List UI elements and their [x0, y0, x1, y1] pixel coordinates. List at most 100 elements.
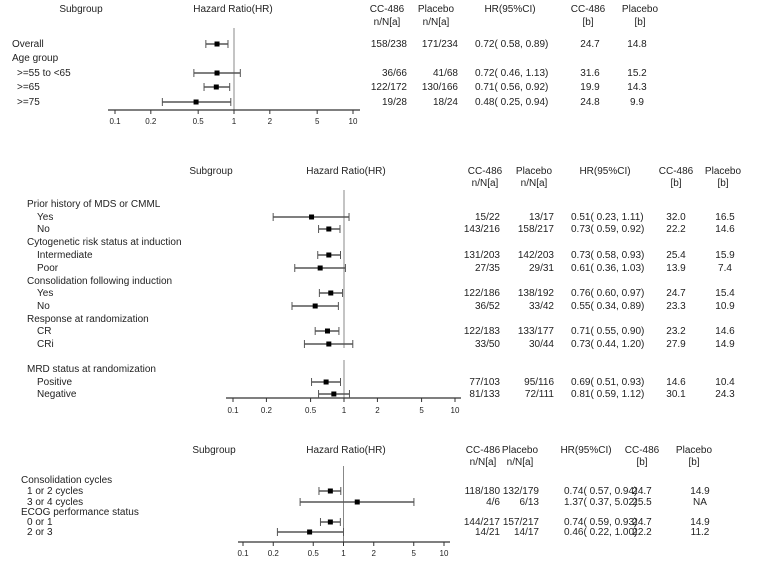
hr-ci-value: 0.61( 0.36, 1.03) [571, 263, 644, 274]
header-cc486-b: [b] [636, 457, 647, 468]
placebo-n-over-N: 41/68 [433, 68, 458, 79]
placebo-n-over-N: 72/111 [525, 389, 555, 400]
header-cc486-b: [b] [670, 178, 681, 189]
header-placebo-nN: n/N[a] [521, 178, 548, 189]
hr-point [193, 99, 199, 105]
hr-point [326, 341, 332, 347]
cc486-median-value: 22.2 [666, 224, 686, 235]
x-tick-label: 0.5 [305, 406, 317, 415]
hr-ci-value: 0.55( 0.34, 0.89) [571, 301, 644, 312]
cc486-n-over-N: 33/50 [475, 339, 500, 350]
cc486-n-over-N: 122/172 [371, 82, 408, 93]
cc486-median-value: 13.9 [666, 263, 686, 274]
placebo-median-value: 14.6 [715, 326, 735, 337]
subgroup-label: >=65 [17, 82, 40, 93]
x-tick-label: 1 [342, 406, 347, 415]
cc486-n-over-N: 36/52 [475, 301, 500, 312]
header-hazard-ratio: Hazard Ratio(HR) [193, 4, 272, 15]
x-tick-label: 0.1 [109, 117, 121, 126]
placebo-median-value: 14.8 [627, 39, 647, 50]
x-tick-label: 5 [412, 549, 417, 558]
cc486-median-value: 25.4 [666, 250, 686, 261]
placebo-median-value: 15.9 [715, 250, 735, 261]
header-subgroup: Subgroup [59, 4, 103, 15]
cc486-median-value: 27.9 [666, 339, 686, 350]
cc486-n-over-N: 118/180 [465, 486, 501, 497]
placebo-n-over-N: 13/17 [529, 212, 554, 223]
x-tick-label: 0.2 [268, 549, 280, 558]
subgroup-label: Yes [37, 212, 53, 223]
header-placebo: Placebo [418, 4, 455, 15]
cc486-n-over-N: 122/186 [464, 288, 501, 299]
subgroup-label: 3 or 4 cycles [27, 497, 83, 508]
cc486-median-value: 22.2 [632, 527, 652, 538]
hr-point [326, 252, 332, 258]
header-cc486-b: [b] [582, 17, 593, 28]
hr-point [317, 265, 323, 271]
placebo-n-over-N: 133/177 [518, 326, 555, 337]
subgroup-label: 0 or 1 [27, 517, 53, 528]
hr-point [331, 391, 337, 397]
placebo-median-value: 14.9 [690, 517, 710, 528]
header-placebo-median: Placebo [622, 4, 659, 15]
header-placebo-nN: n/N[a] [423, 17, 450, 28]
placebo-n-over-N: 132/179 [503, 486, 540, 497]
header-cc486-nN: n/N[a] [472, 178, 499, 189]
header-hazard-ratio: Hazard Ratio(HR) [306, 166, 385, 177]
header-placebo-b: [b] [717, 178, 728, 189]
header-placebo-median: Placebo [705, 166, 742, 177]
x-tick-label: 0.1 [227, 406, 239, 415]
hr-ci-value: 0.73( 0.58, 0.93) [571, 250, 644, 261]
x-tick-label: 2 [372, 549, 377, 558]
cc486-n-over-N: 19/28 [382, 97, 407, 108]
cc486-median-value: 24.7 [580, 39, 600, 50]
subgroup-category-label: Consolidation cycles [21, 475, 112, 486]
header-subgroup: Subgroup [192, 445, 236, 456]
cc486-median-value: 30.1 [666, 389, 686, 400]
cc486-n-over-N: 131/203 [464, 250, 501, 261]
header-cc486-nN: n/N[a] [470, 457, 497, 468]
placebo-median-value: 15.4 [715, 288, 735, 299]
placebo-median-value: NA [693, 497, 707, 508]
hr-point [328, 290, 334, 296]
header-hr-ci: HR(95%CI) [560, 445, 611, 456]
header-placebo: Placebo [502, 445, 539, 456]
hr-point [214, 41, 220, 47]
hr-point [323, 379, 329, 385]
hr-ci-value: 0.74( 0.57, 0.94) [564, 486, 637, 497]
placebo-n-over-N: 14/17 [514, 527, 539, 538]
hr-point [324, 328, 330, 334]
placebo-n-over-N: 30/44 [529, 339, 554, 350]
subgroup-category-label: Response at randomization [27, 314, 149, 325]
placebo-median-value: 14.6 [715, 224, 735, 235]
hr-point [327, 519, 333, 525]
placebo-median-value: 9.9 [630, 97, 644, 108]
hr-ci-value: 1.37( 0.37, 5.02) [564, 497, 637, 508]
placebo-median-value: 10.4 [715, 377, 735, 388]
x-tick-label: 5 [419, 406, 424, 415]
cc486-n-over-N: 15/22 [475, 212, 500, 223]
hr-ci-value: 0.72( 0.58, 0.89) [475, 39, 548, 50]
subgroup-category-label: Consolidation following induction [27, 276, 172, 287]
cc486-n-over-N: 158/238 [371, 39, 408, 50]
cc486-n-over-N: 27/35 [475, 263, 500, 274]
hr-point [214, 70, 220, 76]
subgroup-label: Poor [37, 263, 59, 274]
cc486-median-value: 32.0 [666, 212, 686, 223]
hr-ci-value: 0.74( 0.59, 0.93) [564, 517, 637, 528]
subgroup-label: 1 or 2 cycles [27, 486, 83, 497]
cc486-n-over-N: 81/133 [469, 389, 500, 400]
header-hazard-ratio: Hazard Ratio(HR) [306, 445, 385, 456]
x-tick-label: 1 [232, 117, 237, 126]
forest-panel-1: Subgroup Hazard Ratio(HR) CC-486 n/N[a] Plac… [12, 4, 659, 126]
header-cc486-median: CC-486 [625, 445, 660, 456]
subgroup-label: No [37, 224, 50, 235]
placebo-n-over-N: 142/203 [518, 250, 555, 261]
placebo-median-value: 15.2 [627, 68, 647, 79]
placebo-median-value: 14.9 [715, 339, 735, 350]
hr-ci-value: 0.71( 0.56, 0.92) [475, 82, 548, 93]
header-cc486: CC-486 [466, 445, 501, 456]
placebo-median-value: 10.9 [715, 301, 735, 312]
subgroup-label: Negative [37, 389, 77, 400]
hr-ci-value: 0.76( 0.60, 0.97) [571, 288, 644, 299]
